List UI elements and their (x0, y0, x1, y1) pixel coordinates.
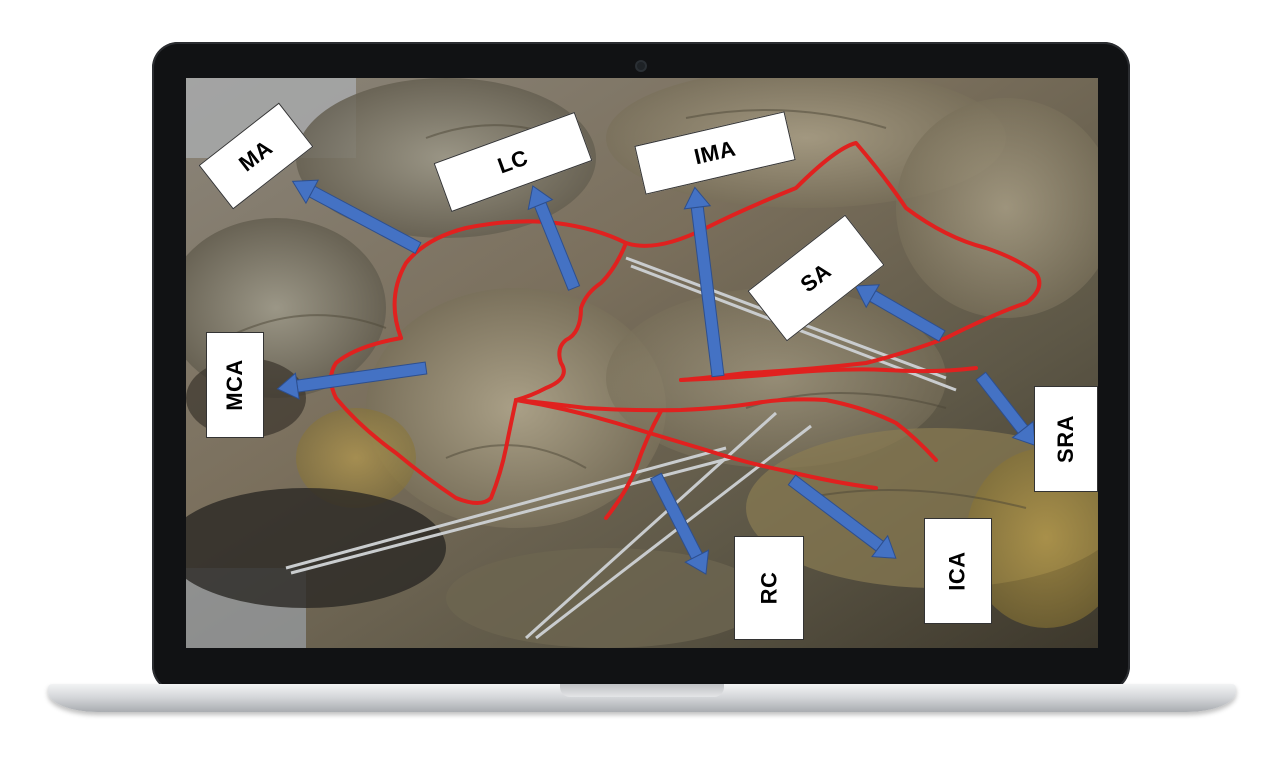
label-sra-text: SRA (1052, 415, 1078, 463)
label-mca: MCA (206, 332, 264, 438)
label-rc-text: RC (756, 571, 781, 605)
label-ma-text: MA (234, 134, 278, 177)
label-mca-text: MCA (221, 359, 247, 411)
label-sra: SRA (1034, 386, 1098, 492)
forceps (285, 256, 957, 640)
label-lc-text: LC (494, 144, 532, 179)
label-ima-text: IMA (691, 135, 739, 170)
vessel-outline (329, 141, 1042, 520)
label-rc: RC (734, 536, 804, 640)
annotation-arrows (276, 179, 1036, 575)
laptop-notch (560, 684, 724, 697)
webcam (637, 62, 645, 70)
screen-photo: MA LC IMA SA MCA SRA RC ICA (186, 78, 1098, 648)
label-ica-text: ICA (944, 551, 970, 591)
label-sa-text: SA (795, 258, 836, 298)
label-ica: ICA (924, 518, 992, 624)
